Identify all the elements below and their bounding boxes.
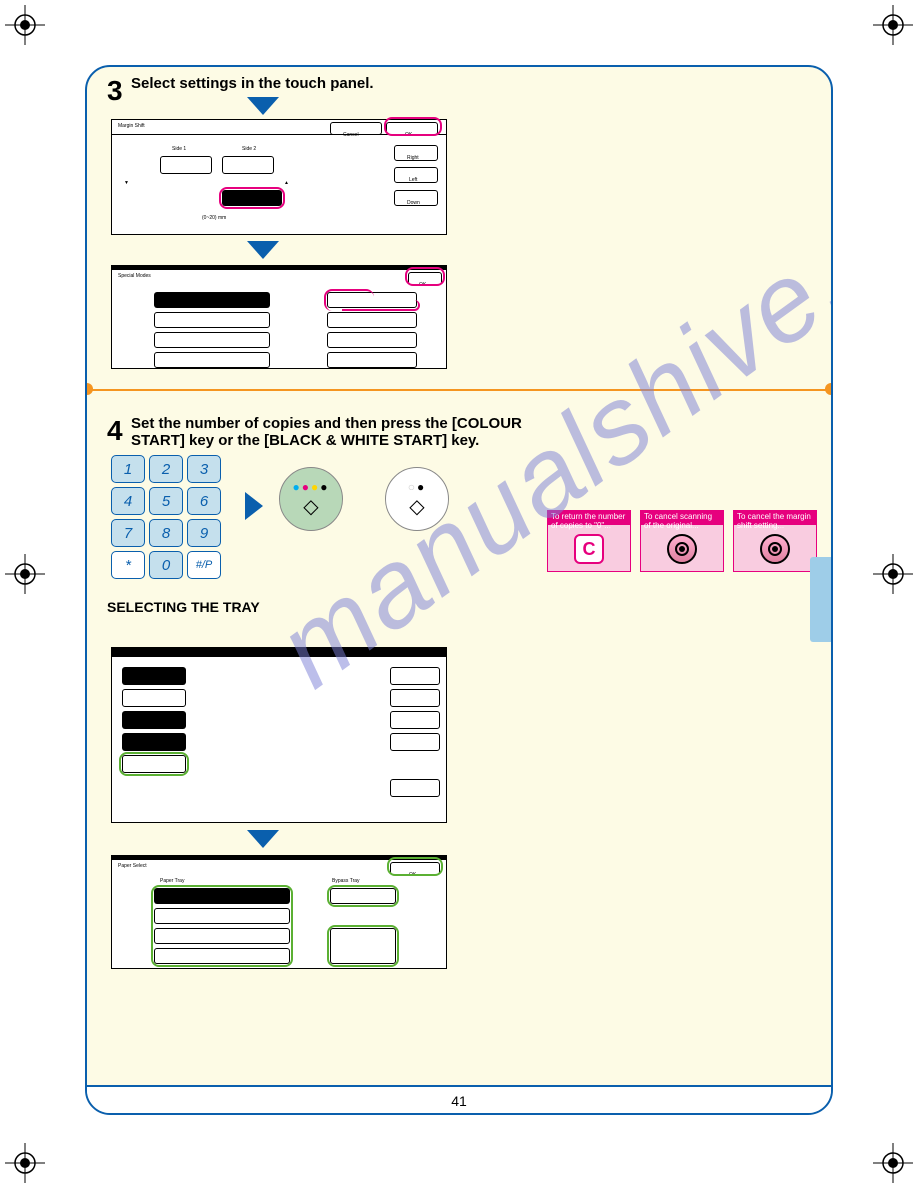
dual-page-button[interactable] — [154, 312, 270, 328]
page-frame: 3 Select settings in the touch panel. Ma… — [85, 65, 833, 1115]
keypad-star[interactable]: * — [111, 551, 145, 579]
cancel-scan-card: To cancel scanning of the original... — [640, 510, 724, 572]
highlight-paper-select — [119, 752, 189, 776]
step-3-title: Select settings in the touch panel. — [131, 75, 551, 92]
crop-mark — [873, 5, 913, 45]
keypad-hash[interactable]: #/P — [187, 551, 221, 579]
keypad-7[interactable]: 7 — [111, 519, 145, 547]
crop-mark — [5, 1143, 45, 1183]
stop-button[interactable] — [760, 534, 790, 564]
highlight-bypass — [327, 885, 399, 907]
keypad-0[interactable]: 0 — [149, 551, 183, 579]
keypad-3[interactable]: 3 — [187, 455, 221, 483]
keypad-4[interactable]: 4 — [111, 487, 145, 515]
card-title: To cancel the margin shift setting... — [734, 511, 816, 525]
arrow-down-icon — [247, 241, 279, 259]
bw-start-button[interactable]: ○● ◇ — [385, 467, 449, 531]
highlight-ok — [387, 857, 443, 876]
card-title: To return the number of copies to "0"... — [548, 511, 630, 525]
right-button[interactable]: Right — [394, 145, 438, 161]
highlight-trays — [151, 885, 293, 967]
colour-start-button[interactable]: ●●●● ◇ — [279, 467, 343, 531]
colour-mode-button[interactable] — [122, 667, 186, 685]
margin-shift-panel: Margin Shift OK Cancel Side 1 Side 2 Rig… — [111, 119, 447, 235]
cancel-margin-card: To cancel the margin shift setting... — [733, 510, 817, 572]
special-modes-panel: Special Modes OK — [111, 265, 447, 369]
crop-mark — [5, 554, 45, 594]
clear-button[interactable]: C — [574, 534, 604, 564]
keypad-5[interactable]: 5 — [149, 487, 183, 515]
crop-mark — [873, 1143, 913, 1183]
start-icon: ◇ — [303, 494, 318, 519]
keypad-2[interactable]: 2 — [149, 455, 183, 483]
panel-title: Special Modes — [118, 273, 151, 279]
keypad-6[interactable]: 6 — [187, 487, 221, 515]
step-3-number: 3 — [107, 75, 123, 107]
page-number: 41 — [451, 1093, 467, 1109]
keypad-1[interactable]: 1 — [111, 455, 145, 483]
down-button-2[interactable]: Down — [394, 190, 438, 206]
clear-card: To return the number of copies to "0"...… — [547, 510, 631, 572]
keypad-9[interactable]: 9 — [187, 519, 221, 547]
copy-base-screen — [111, 647, 447, 823]
highlight-ok — [384, 117, 442, 136]
step-4-number: 4 — [107, 415, 123, 447]
start-icon: ◇ — [409, 494, 424, 519]
step-4-title: Set the number of copies and then press … — [131, 415, 551, 449]
tray-heading: SELECTING THE TRAY — [107, 599, 260, 615]
section-tab — [810, 557, 833, 642]
crop-mark — [873, 554, 913, 594]
numeric-keypad: 1 2 3 4 5 6 7 8 9 * 0 #/P — [111, 455, 221, 583]
arrow-right-icon — [245, 492, 263, 520]
section-divider — [85, 389, 833, 391]
arrow-down-icon — [247, 830, 279, 848]
crop-mark — [5, 5, 45, 45]
card-title: To cancel scanning of the original... — [641, 511, 723, 525]
stop-button[interactable] — [667, 534, 697, 564]
keypad-8[interactable]: 8 — [149, 519, 183, 547]
margin-shift-button[interactable] — [154, 292, 270, 308]
panel-title: Paper Select — [118, 863, 147, 869]
arrow-down-icon — [247, 97, 279, 115]
paper-select-panel: Paper Select OK Paper Tray Bypass Tray — [111, 855, 447, 969]
divider-dot — [85, 383, 93, 395]
panel-title: Margin Shift — [118, 123, 145, 129]
left-button[interactable]: Left — [394, 167, 438, 183]
divider-dot — [825, 383, 833, 395]
highlight-down — [219, 187, 285, 209]
highlight-ok — [405, 267, 445, 286]
